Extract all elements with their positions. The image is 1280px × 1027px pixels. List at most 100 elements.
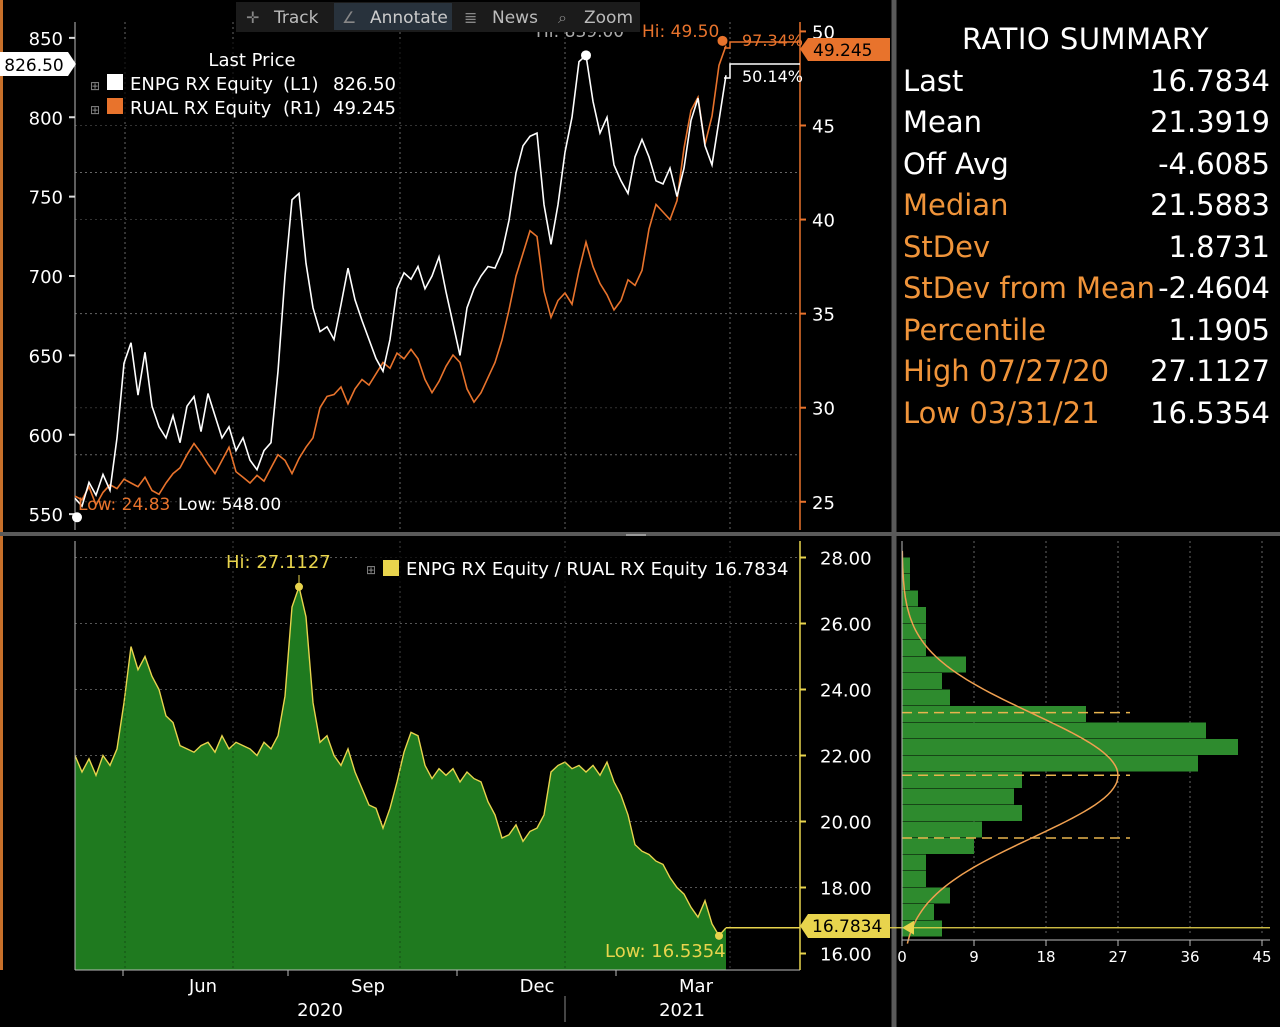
ratio-tick-label: 16.00 [820,945,872,966]
pct-label-enpg: 50.14% [742,67,803,86]
hi-marker-rual [717,35,728,46]
annotate-label: Annotate [370,8,448,28]
hist-bar [902,574,910,590]
right-value-tag [800,38,890,61]
ratio-panel: 16.00 18.00 20.00 22.00 24.00 26.00 28.00 Hi: 2… [74,541,890,1022]
zoom-button[interactable] [552,3,638,30]
summary-label: Last [903,63,964,98]
zoom-label: Zoom [584,8,633,28]
hist-bar [902,640,926,656]
legend-swatch [107,98,123,114]
hist-bar [902,805,1022,821]
left-value-tag [0,52,68,76]
summary-label: Mean [903,105,983,140]
track-button[interactable] [238,3,330,30]
chart-toolbar: ✛ Track ∠ Annotate ≣ News ⌕ Zoom [236,2,640,32]
ratio-value-tag [800,914,890,938]
left-value-tag-pointer [68,52,76,76]
summary-value: -4.6085 [1158,146,1270,181]
hist-bar [902,904,934,920]
ratio-legend-swatch [383,560,399,576]
hi-marker-ratio [295,582,303,591]
summary-label: Median [903,188,1009,223]
summary-label: Percentile [903,312,1047,347]
ratio-tick-label: 20.00 [820,813,872,834]
news-button[interactable] [456,3,548,30]
summary-value: 21.5883 [1150,188,1270,223]
histogram-panel: 0 9 18 27 36 45 [890,541,1272,966]
left-tick-label: 850 [29,29,63,50]
hist-x-tick-label: 9 [969,948,979,966]
legend-last-value: 49.245 [333,98,396,119]
hist-bar [902,739,1238,755]
hist-bar [902,722,1206,739]
summary-value: -2.4604 [1158,271,1270,306]
x-tick-label: Jun [188,976,217,997]
hi-marker-enpg [581,50,591,61]
news-icon: ≣ [464,8,477,27]
right-tick-label: 35 [812,305,835,326]
left-tick-label: 750 [29,188,63,209]
low-label-ratio: Low: 16.5354 [605,941,726,962]
ratio-area [75,586,726,970]
low-marker-ratio [715,931,723,940]
summary-value: 21.3919 [1150,105,1270,140]
summary-label: Low 03/31/21 [903,395,1100,430]
year-label: 2021 [659,1000,705,1021]
series-line-enpg [74,53,727,508]
track-label: Track [273,8,319,28]
summary-value: 1.1905 [1168,312,1270,347]
ratio-tick-label: 22.00 [820,747,872,768]
hi-label-rual: Hi: 49.50 [642,22,719,42]
legend-axis-tag: (R1) [283,98,321,119]
left-tick-label: 600 [29,426,63,447]
ratio-tick-label: 26.00 [820,615,872,636]
ratio-legend-name: ENPG RX Equity / RUAL RX Equity [406,559,708,580]
summary-label: Off Avg [903,146,1009,181]
hist-bar [902,689,950,706]
low-marker-enpg [72,512,82,523]
hist-bar [902,887,950,904]
hist-x-tick-label: 36 [1180,948,1199,966]
legend-swatch [107,74,123,90]
hist-bar [902,821,982,838]
summary-value: 27.1127 [1150,354,1270,389]
hist-bar [902,656,966,673]
right-tick-label: 45 [812,116,835,137]
summary-value: 16.5354 [1150,395,1270,430]
right-tick-label: 25 [812,493,835,514]
magnifier-icon: ⌕ [558,8,567,27]
legend-toggle-icon: ⊞ [366,563,376,577]
summary-label: High 07/27/20 [903,354,1110,389]
legend-toggle-icon: ⊞ [90,79,100,93]
hist-bar [902,755,1198,772]
legend-series-name: RUAL RX Equity [130,98,272,119]
hist-x-tick-label: 18 [1036,948,1055,966]
left-value-tag-label: 826.50 [4,56,63,76]
hi-label-ratio: Hi: 27.1127 [226,552,331,573]
legend-title: Last Price [208,50,295,71]
summary-row: StDev from Mean -2.4604 [897,268,1274,310]
pct-bracket-enpg [724,63,800,79]
summary-value: 1.8731 [1168,229,1270,264]
right-tick-label: 40 [812,211,835,232]
legend-box [80,42,410,122]
hist-bar [902,706,1086,722]
pct-label-rual: 97.34% [742,31,803,50]
annotate-button[interactable] [334,3,452,30]
ratio-tick-label: 18.00 [820,879,872,900]
summary-row: High 07/27/20 27.1127 [897,351,1274,393]
crosshair-icon: ✛ [246,8,259,27]
hist-bar [902,772,1022,788]
left-border [0,0,3,970]
normal-curve [901,550,1119,944]
hist-bar [902,607,926,623]
year-label: 2020 [297,1000,343,1021]
ratio-legend-box [360,552,788,586]
x-tick-label: Sep [351,976,385,997]
right-tick-label: 30 [812,399,835,420]
summary-value: 16.7834 [1150,63,1270,98]
hist-bar [902,673,942,689]
low-label-enpg: Low: 548.00 [178,495,281,515]
